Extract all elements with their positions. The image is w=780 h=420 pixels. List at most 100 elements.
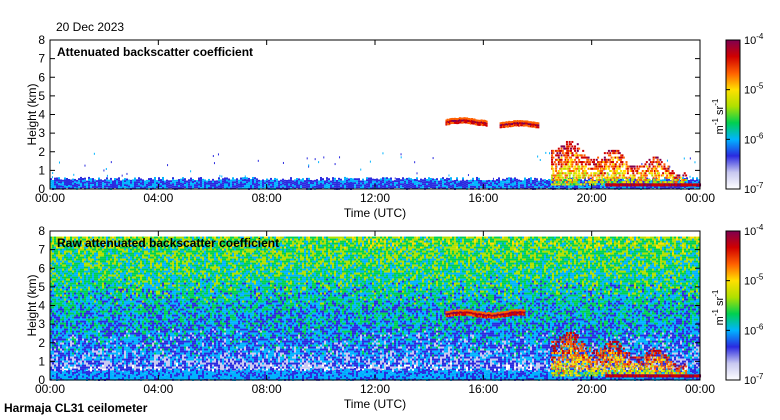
heatmap-cell [352,178,354,180]
heatmap-cell [450,185,452,187]
heatmap-cell [232,181,234,183]
heatmap-cell [650,182,652,184]
heatmap-cell [278,183,280,185]
heatmap-cell [476,185,478,187]
heatmap-cell [170,182,172,184]
heatmap-cell [670,184,672,186]
heatmap-cell [394,182,396,184]
heatmap-cell [110,178,112,180]
heatmap-cell [522,184,524,186]
heatmap-cell [384,187,386,189]
heatmap-cell [154,181,156,183]
heatmap-cell [162,185,164,187]
heatmap-cell [548,179,550,181]
heatmap-cell [522,182,524,184]
heatmap-cell [222,178,224,180]
heatmap-cell [514,185,516,187]
heatmap-cell [106,177,108,179]
heatmap-cell [350,182,352,184]
heatmap-cell [453,118,455,120]
heatmap-cell [134,182,136,184]
heatmap-cell [576,182,578,184]
heatmap-cell [70,180,72,182]
heatmap-cell [312,186,314,188]
heatmap-cell [694,184,696,186]
heatmap-cell [662,179,664,181]
heatmap-cell [402,187,404,189]
heatmap-cell [386,181,388,183]
heatmap-cell [100,183,102,185]
heatmap-cell [524,186,526,188]
heatmap-cell [248,178,250,180]
heatmap-cell [696,183,698,185]
heatmap-cell [426,179,428,181]
heatmap-cell [198,180,200,182]
heatmap-cell [562,180,564,182]
heatmap-cell [172,185,174,187]
heatmap-cell [508,183,510,185]
heatmap-cell [532,180,534,182]
heatmap-cell [370,179,372,181]
heatmap-cell [154,183,156,185]
heatmap-cell [545,152,546,154]
heatmap-cell [646,184,648,186]
heatmap-cell [452,186,454,188]
heatmap-cell [322,182,324,184]
heatmap-cell [458,183,460,185]
heatmap-cell [590,178,592,180]
heatmap-cell [370,185,372,187]
heatmap-cell [538,181,540,183]
heatmap-cell [546,182,548,184]
heatmap-cell [338,188,340,190]
heatmap-cell [254,179,256,181]
heatmap-cell [216,186,218,188]
heatmap-cell [475,121,477,123]
heatmap-cell [300,183,302,185]
heatmap-cell [314,180,316,182]
heatmap-cell [460,120,462,122]
heatmap-cell [278,185,280,187]
heatmap-cell [447,123,449,125]
heatmap-cell [372,181,374,183]
heatmap-cell [272,188,274,190]
heatmap-cell [388,184,390,186]
heatmap-cell [212,185,214,187]
heatmap-cell [200,181,202,183]
heatmap-cell [138,181,140,183]
heatmap-cell [58,187,60,189]
heatmap-cell [382,177,384,179]
heatmap-cell [274,178,276,180]
heatmap-cell [136,183,138,185]
heatmap-cell [306,184,308,186]
heatmap-cell [346,188,348,190]
heatmap-cell [464,117,466,119]
heatmap-cell [200,187,202,189]
heatmap-cell [404,181,406,183]
heatmap-cell [302,180,304,182]
heatmap-cell [152,185,154,187]
heatmap-cell [454,122,456,124]
heatmap-cell [452,182,454,184]
heatmap-cell [252,181,254,183]
heatmap-cell [320,185,322,187]
heatmap-cell [322,178,324,180]
heatmap-cell [284,186,286,188]
heatmap-cell [460,180,462,182]
heatmap-cell [454,120,456,122]
heatmap-cell [468,184,470,186]
heatmap-cell [472,182,474,184]
heatmap-cell [226,177,228,179]
heatmap-cell [422,179,424,181]
heatmap-cell [614,184,616,186]
heatmap-cell [84,184,86,186]
heatmap-cell [274,184,276,186]
heatmap-cell [72,181,74,183]
heatmap-cell [534,188,536,190]
heatmap-cell [524,188,526,190]
heatmap-cell [445,120,447,122]
heatmap-cell [414,161,415,163]
heatmap-cell [336,188,338,190]
heatmap-cell [612,187,614,189]
heatmap-cell [614,188,616,190]
heatmap-cell [692,187,694,189]
